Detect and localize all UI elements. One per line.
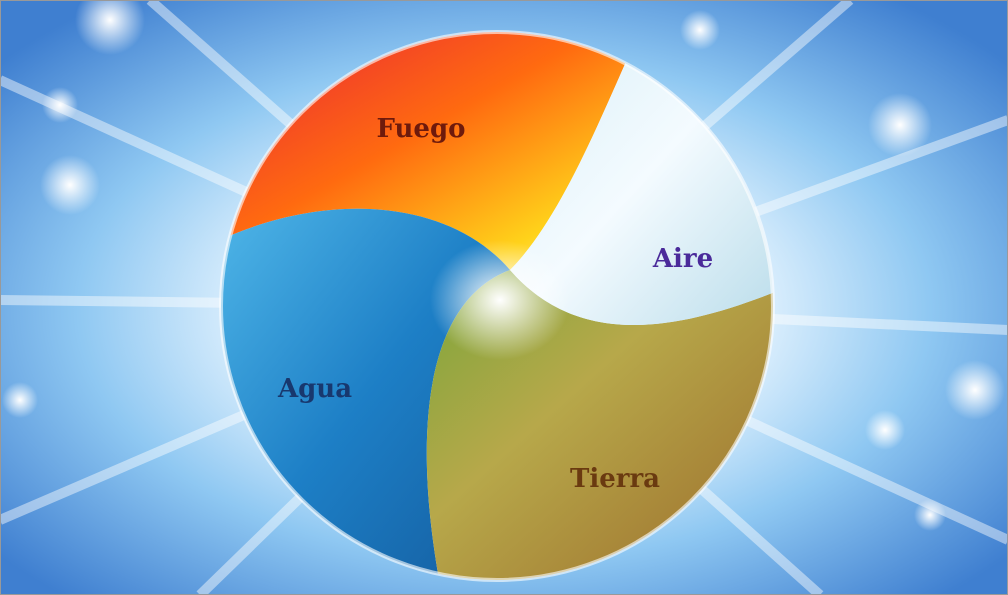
- label-agua: Agua: [277, 374, 352, 404]
- stars: [2, 0, 1005, 531]
- label-fuego: Fuego: [377, 114, 466, 144]
- element-sphere: [221, 32, 773, 580]
- sphere-rim: [219, 30, 775, 582]
- label-aire: Aire: [652, 244, 713, 274]
- label-tierra: Tierra: [570, 464, 660, 494]
